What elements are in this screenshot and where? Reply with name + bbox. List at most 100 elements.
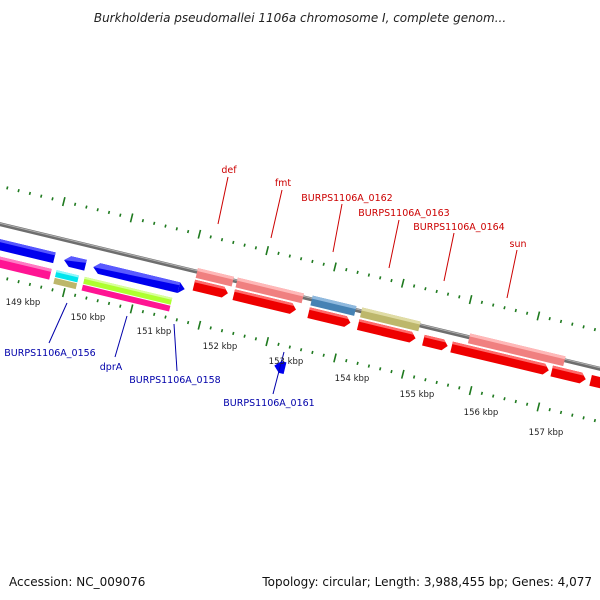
outer-ruler-tick xyxy=(536,311,541,321)
gene-arrow-red-3[interactable] xyxy=(307,307,351,328)
inner-ruler-tick xyxy=(458,386,461,390)
label-fmt[interactable]: fmt xyxy=(275,178,292,189)
inner-ruler-tick xyxy=(186,320,190,325)
outer-ruler-tick xyxy=(40,194,43,198)
gene-feature-fmt[interactable] xyxy=(235,277,304,304)
inner-ruler-tick xyxy=(446,383,450,387)
inner-ruler-tick xyxy=(548,407,551,412)
inner-ruler-tick xyxy=(197,320,202,330)
gene-feature-def[interactable] xyxy=(195,268,234,287)
outer-ruler-tick xyxy=(288,254,291,258)
outer-ruler-tick xyxy=(209,235,212,239)
outer-ruler-tick xyxy=(51,197,54,201)
gene-feature-cyan[interactable] xyxy=(54,270,79,283)
inner-ruler-tick xyxy=(593,418,597,423)
gene-feature-magenta-2[interactable] xyxy=(81,284,171,312)
inner-ruler-tick xyxy=(220,328,224,333)
outer-ruler-tick xyxy=(503,306,506,310)
gene-arrow-red-2[interactable] xyxy=(232,289,297,315)
outer-ruler-tick xyxy=(548,316,551,321)
gene-feature-BURPS1106A_0162[interactable] xyxy=(310,295,357,316)
gene-arrow-red-4[interactable] xyxy=(356,319,417,343)
inner-ruler-tick xyxy=(480,391,484,396)
inner-ruler-tick xyxy=(119,304,122,308)
label-BURPS1106A_0163[interactable]: BURPS1106A_0163 xyxy=(358,208,449,219)
inner-ruler-tick xyxy=(265,337,270,347)
inner-ruler-tick xyxy=(400,369,405,379)
gene-feature-BURPS1106A_0163[interactable] xyxy=(359,307,421,332)
gene-feature-sun[interactable] xyxy=(467,333,566,367)
inner-ruler-tick xyxy=(412,375,416,379)
gene-arrow-red-6[interactable] xyxy=(450,341,550,376)
label-BURPS1106A_0158[interactable]: BURPS1106A_0158 xyxy=(129,375,220,386)
accession-text: Accession: NC_009076 xyxy=(9,575,145,589)
gene-feature-blue-arrowhead[interactable] xyxy=(177,282,186,294)
outer-ruler-tick xyxy=(129,213,134,223)
outer-ruler-tick xyxy=(153,221,156,226)
outer-ruler-tick xyxy=(299,257,303,261)
outer-ruler-tick xyxy=(468,295,473,305)
inner-ruler-tick xyxy=(153,312,156,317)
outer-ruler-tick xyxy=(85,205,88,209)
outer-ruler-tick xyxy=(400,278,405,288)
forward-label-leaders xyxy=(217,176,518,299)
scale-label-154: 154 kbp xyxy=(335,374,370,384)
inner-ruler-tick xyxy=(345,358,348,363)
outer-ruler-tick xyxy=(345,267,348,272)
outer-ruler-tick xyxy=(61,197,66,207)
inner-ruler-tick xyxy=(85,296,88,300)
outer-ruler-tick xyxy=(525,311,529,315)
inner-ruler-tick xyxy=(209,326,212,330)
inner-ruler-tick xyxy=(277,342,280,347)
label-BURPS1106A_0156[interactable]: BURPS1106A_0156 xyxy=(4,348,95,359)
inner-ruler-tick xyxy=(390,369,393,374)
outer-ruler-tick xyxy=(17,188,20,193)
label-BURPS1106A_0162[interactable]: BURPS1106A_0162 xyxy=(301,193,392,204)
outer-ruler-tick xyxy=(333,262,337,272)
inner-ruler-tick xyxy=(379,367,382,371)
inner-ruler-tick xyxy=(299,348,303,352)
label-sun[interactable]: sun xyxy=(510,239,527,250)
inner-ruler-tick xyxy=(17,279,20,284)
outer-ruler-tick xyxy=(571,322,574,326)
outer-ruler-tick xyxy=(446,292,450,296)
outer-ruler-tick xyxy=(265,246,270,256)
inner-ruler-tick xyxy=(164,315,167,319)
inner-ruler-tick xyxy=(356,361,359,366)
inner-ruler-tick xyxy=(96,299,99,303)
outer-ruler-tick xyxy=(322,262,325,266)
inner-ruler-tick xyxy=(468,386,473,396)
topology-summary: Topology: circular; Length: 3,988,455 bp… xyxy=(261,575,592,589)
map-title: Burkholderia pseudomallei 1106a chromoso… xyxy=(94,11,506,25)
gene-feature-blue-3[interactable] xyxy=(92,262,181,294)
scale-label-157: 157 kbp xyxy=(529,428,564,438)
gene-feature-lime[interactable] xyxy=(83,276,173,305)
outer-ruler-tick xyxy=(379,276,382,280)
outer-ruler-tick xyxy=(458,295,461,299)
gene-arrow-red-8[interactable] xyxy=(589,375,600,399)
gene-arrow-red-5[interactable] xyxy=(422,334,449,352)
feature-track xyxy=(0,236,600,399)
outer-ruler-tick xyxy=(311,259,314,264)
outer-ruler-tick xyxy=(593,327,597,332)
gene-feature-khaki-small[interactable] xyxy=(53,277,78,290)
gene-feature-blue-1[interactable] xyxy=(0,236,56,264)
outer-ruler-tick xyxy=(73,202,77,207)
inner-ruler-tick xyxy=(254,337,258,341)
outer-ruler-tick xyxy=(28,191,32,196)
scale-label-156: 156 kbp xyxy=(464,408,499,418)
label-def[interactable]: def xyxy=(221,165,237,176)
gene-feature-magenta-1[interactable] xyxy=(0,253,52,280)
gene-arrow-red-1[interactable] xyxy=(192,279,230,299)
gene-arrow-red-7[interactable] xyxy=(550,365,587,385)
label-dprA[interactable]: dprA xyxy=(100,362,123,373)
label-BURPS1106A_0164[interactable]: BURPS1106A_0164 xyxy=(413,222,504,233)
gene-feature-blue-2[interactable] xyxy=(63,255,87,271)
outer-ruler-tick xyxy=(435,289,438,294)
outer-ruler-tick xyxy=(164,224,167,228)
inner-ruler-tick xyxy=(333,353,337,363)
outer-ruler-tick xyxy=(559,319,563,324)
label-BURPS1106A_0161[interactable]: BURPS1106A_0161 xyxy=(223,398,314,409)
outer-ruler-tick xyxy=(119,213,122,217)
